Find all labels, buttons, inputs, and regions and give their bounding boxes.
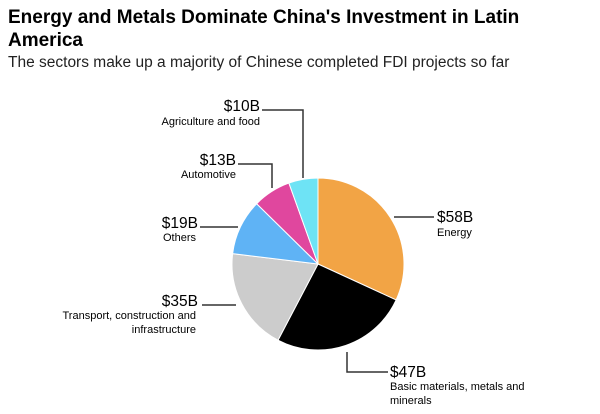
value-label-5: $10B [224, 98, 260, 115]
category-label-0: Energy [437, 227, 472, 239]
value-label-4: $13B [200, 152, 236, 169]
category-label-4: Automotive [181, 169, 236, 181]
leader-line-5 [262, 109, 304, 178]
value-label-2: $35B [162, 293, 198, 310]
pie-slice-5 [288, 177, 319, 265]
value-label-0: $58B [437, 209, 473, 226]
leader-line-4 [238, 163, 273, 188]
value-label-3: $19B [162, 215, 198, 232]
chart-title: Energy and Metals Dominate China's Inves… [8, 7, 520, 51]
category-label-5: Agriculture and food [162, 116, 260, 128]
category-label-1: Basic materials, metals and minerals [390, 381, 525, 407]
category-label-3: Others [163, 232, 197, 244]
chart-subtitle: The sectors make up a majority of Chines… [8, 54, 510, 71]
pie-slice-1 [277, 263, 397, 351]
pie-slice-2 [231, 253, 319, 341]
leader-line-1 [346, 352, 388, 373]
pie-slice-0 [317, 177, 405, 301]
value-label-1: $47B [390, 364, 426, 381]
category-label-2: Transport, construction and infrastructur… [63, 310, 197, 336]
